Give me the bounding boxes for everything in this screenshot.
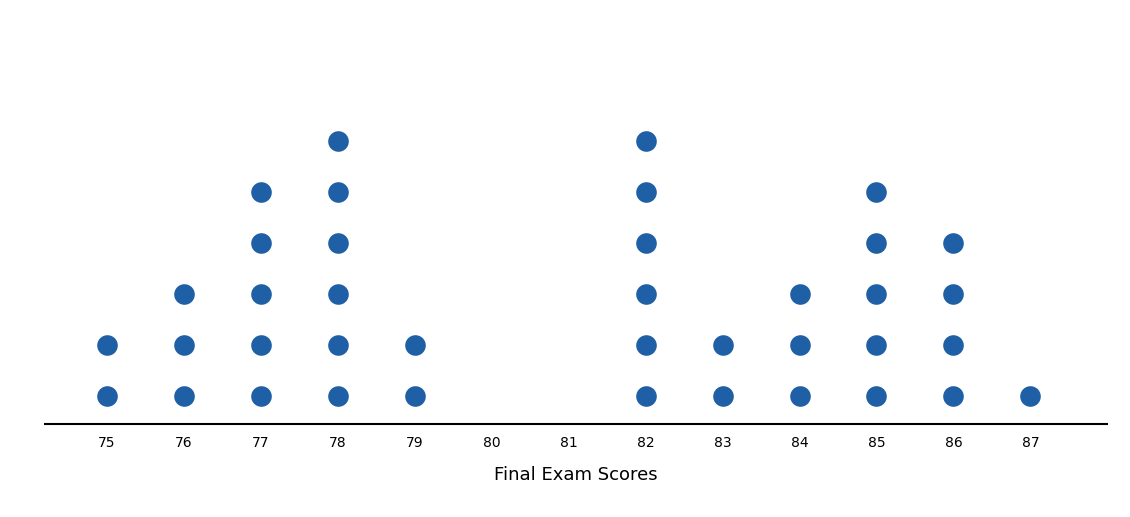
- Point: [636, 188, 654, 196]
- Point: [945, 290, 963, 298]
- Point: [713, 392, 731, 400]
- Point: [868, 392, 886, 400]
- Point: [175, 341, 193, 349]
- Point: [868, 188, 886, 196]
- Point: [406, 392, 424, 400]
- Point: [252, 290, 270, 298]
- Point: [945, 341, 963, 349]
- Point: [791, 392, 809, 400]
- Point: [329, 341, 347, 349]
- Point: [868, 341, 886, 349]
- Point: [636, 290, 654, 298]
- Point: [252, 188, 270, 196]
- Point: [329, 290, 347, 298]
- X-axis label: Final Exam Scores: Final Exam Scores: [495, 466, 658, 484]
- Point: [175, 290, 193, 298]
- Point: [406, 341, 424, 349]
- Point: [945, 238, 963, 247]
- Point: [252, 341, 270, 349]
- Point: [97, 341, 115, 349]
- Point: [252, 392, 270, 400]
- Point: [97, 392, 115, 400]
- Point: [636, 238, 654, 247]
- Point: [329, 392, 347, 400]
- Point: [791, 290, 809, 298]
- Point: [329, 188, 347, 196]
- Point: [175, 392, 193, 400]
- Point: [1022, 392, 1040, 400]
- Point: [329, 136, 347, 145]
- Point: [713, 341, 731, 349]
- Point: [945, 392, 963, 400]
- Point: [868, 238, 886, 247]
- Point: [329, 238, 347, 247]
- Point: [252, 238, 270, 247]
- Point: [791, 341, 809, 349]
- Point: [868, 290, 886, 298]
- Point: [636, 136, 654, 145]
- Point: [636, 341, 654, 349]
- Point: [636, 392, 654, 400]
